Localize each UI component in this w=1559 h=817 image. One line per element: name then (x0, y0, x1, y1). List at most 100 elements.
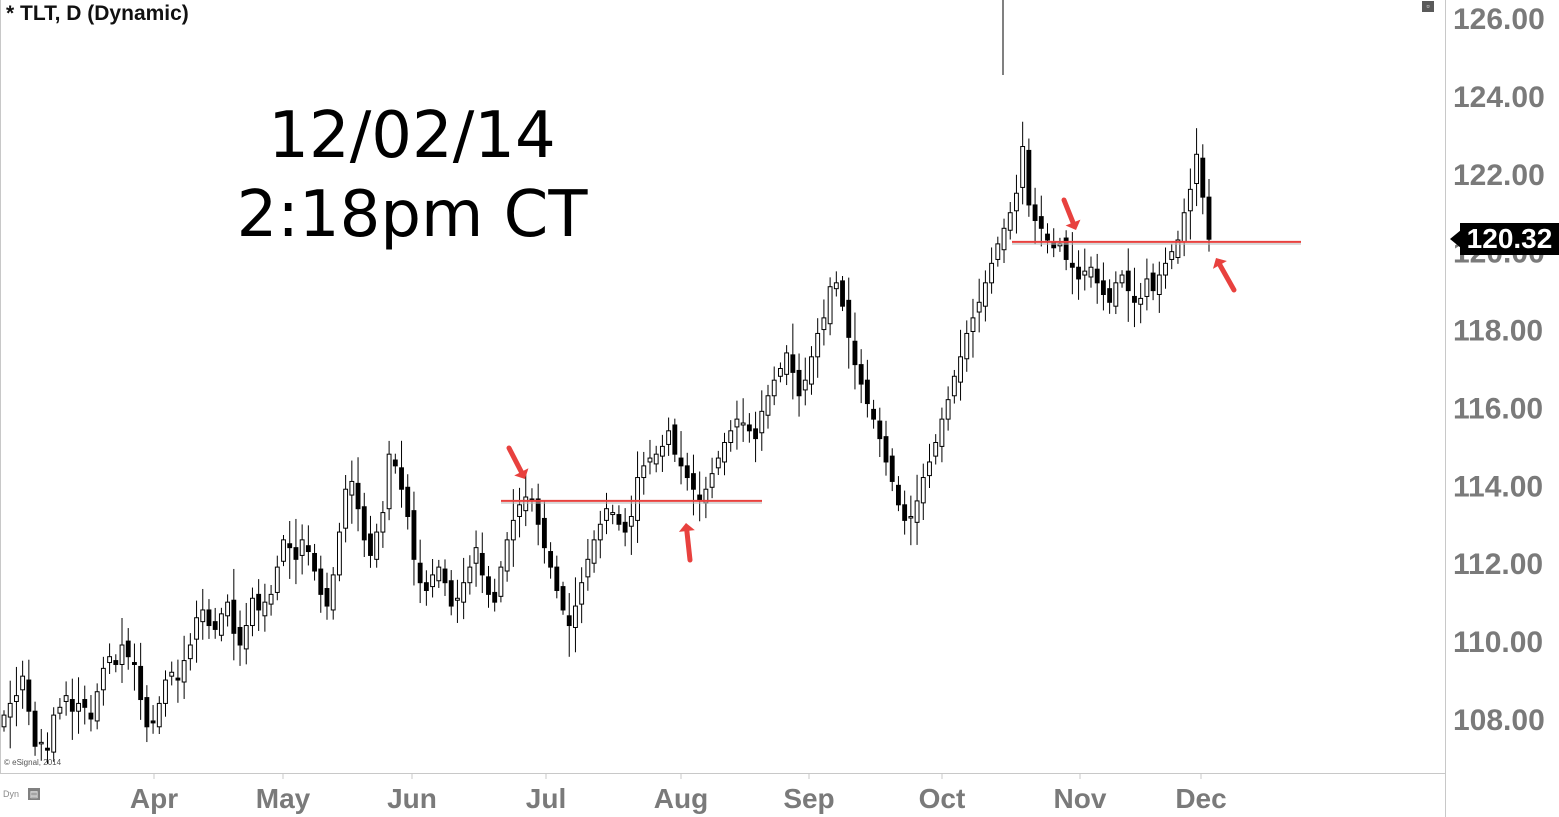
candle-body (281, 539, 286, 562)
candle-body (88, 712, 94, 720)
candle-body (796, 369, 802, 397)
candle-body (684, 465, 690, 479)
y-tick-label: 118.00 (1453, 315, 1543, 348)
candle (88, 695, 94, 732)
candle-body (430, 574, 436, 588)
candle (1020, 121, 1026, 205)
price-pointer-icon (1450, 230, 1461, 248)
arrow-icon (506, 445, 529, 479)
candle-body (1200, 157, 1206, 198)
candle-body (672, 424, 678, 455)
candle (417, 539, 423, 604)
candle-body (591, 539, 597, 564)
x-tick-label: Jun (387, 783, 437, 814)
candle-body (405, 486, 411, 517)
candle-body (715, 457, 721, 469)
candle-body (504, 539, 510, 572)
candle (1144, 258, 1150, 311)
candle (871, 399, 877, 429)
last-price-tag: 120.32 (1450, 223, 1559, 255)
candle-body (212, 621, 218, 630)
candle-body (982, 282, 988, 307)
candle (423, 570, 429, 606)
candle (237, 610, 243, 666)
candle (585, 538, 591, 591)
candle (132, 643, 137, 691)
arrow-head (678, 523, 695, 532)
candle-body (1206, 196, 1212, 240)
candle (225, 594, 231, 627)
candle (243, 602, 249, 665)
candle (722, 432, 727, 476)
candle (715, 450, 721, 476)
candle-body (765, 395, 771, 416)
candle (330, 567, 336, 620)
candle (461, 557, 467, 620)
arrow-shaft (1061, 197, 1076, 226)
candle-body (1163, 262, 1168, 276)
candle-body (479, 552, 485, 576)
candle (982, 270, 988, 322)
candle-body (299, 539, 305, 556)
candle (964, 320, 970, 372)
candle-body (1156, 274, 1162, 296)
candle-body (740, 422, 746, 426)
candle (517, 487, 522, 538)
candle-body (585, 558, 591, 578)
candle-body (63, 695, 69, 702)
candles (1, 0, 1212, 764)
candle (94, 683, 100, 730)
candle-body (107, 656, 113, 664)
candle-body (163, 679, 168, 704)
candle-body (1032, 204, 1038, 222)
candle (187, 633, 193, 671)
candle-body (305, 545, 311, 553)
chart-icon[interactable]: ▤ (28, 788, 40, 800)
candle-body (461, 582, 467, 603)
candle (1082, 248, 1088, 291)
candle-body (392, 459, 398, 467)
candle (666, 417, 672, 456)
candle-body (989, 262, 995, 284)
y-tick-label: 108.00 (1453, 704, 1545, 737)
candle-body (628, 515, 634, 527)
candle (305, 525, 311, 566)
candle (1113, 271, 1119, 315)
candle (200, 588, 206, 640)
candle-body (573, 605, 578, 628)
candle-body (7, 702, 13, 718)
candle-body (659, 445, 665, 457)
candle (958, 329, 963, 401)
candle (1076, 250, 1081, 300)
candle-body (1007, 212, 1013, 231)
candle-body (622, 521, 628, 533)
candle (1038, 195, 1044, 247)
candle-body (883, 436, 889, 463)
candle (436, 559, 442, 588)
arrow-shaft (506, 445, 524, 475)
candle (616, 505, 622, 531)
candle (69, 678, 75, 740)
candle (318, 555, 324, 613)
candle-body (852, 340, 858, 366)
candle (1150, 263, 1156, 301)
candle-body (846, 299, 852, 338)
candle-body (554, 566, 560, 591)
candle (1100, 262, 1106, 311)
candle (51, 707, 57, 762)
y-tick-label: 116.00 (1453, 392, 1543, 425)
window-icon[interactable]: ▫ (1422, 1, 1434, 12)
candle (1156, 261, 1162, 313)
annotation-date: 12/02/14 (268, 99, 556, 173)
candle-body (26, 679, 32, 712)
candle-body (94, 691, 100, 722)
candle (771, 366, 777, 406)
candle (498, 561, 504, 603)
candle-body (1175, 239, 1181, 259)
arrow-head (1212, 258, 1227, 269)
candle (368, 515, 373, 568)
candle-body (777, 368, 783, 377)
candle (622, 508, 628, 547)
candle-body (206, 609, 212, 627)
candle-body (38, 741, 44, 745)
